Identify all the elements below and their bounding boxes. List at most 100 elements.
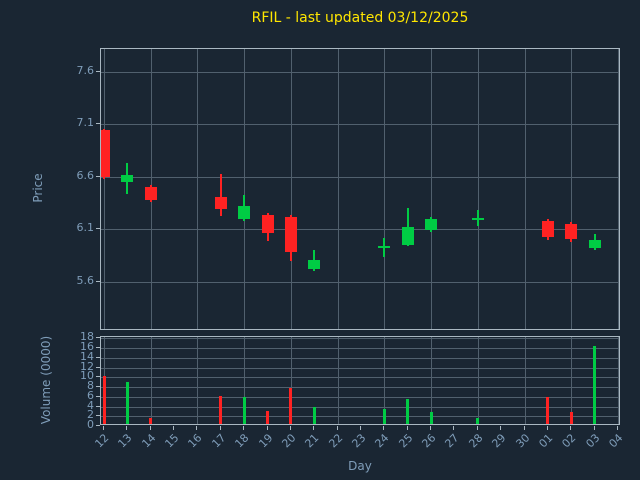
price-gridline-h: [101, 72, 619, 74]
price-gridline-v: [384, 49, 386, 329]
price-gridline-v: [618, 49, 619, 329]
volume-bar-20: [289, 388, 293, 424]
volume-bar-25: [406, 398, 410, 424]
volume-tickmark: [96, 405, 100, 407]
candle-body-28: [471, 217, 484, 220]
volume-tick-label: 16: [80, 340, 94, 354]
price-tick-label: 6.6: [76, 168, 95, 182]
candle-body-20: [284, 216, 297, 253]
price-gridline-h: [101, 124, 619, 126]
volume-gridline-h: [101, 416, 619, 418]
price-gridline-h: [101, 281, 619, 283]
volume-gridline-h: [101, 357, 619, 359]
volume-tick-label: 14: [80, 349, 94, 363]
volume-tick-label: 0: [87, 418, 94, 431]
price-gridline-h: [101, 176, 619, 178]
volume-axes: [100, 336, 620, 425]
volume-tick-label: 4: [87, 398, 94, 412]
volume-tick-label: 6: [87, 388, 94, 402]
volume-bar-13: [125, 382, 129, 424]
x-tickmark: [196, 426, 198, 430]
x-tickmark: [430, 426, 432, 430]
price-tickmark: [96, 175, 100, 177]
volume-bar-26: [429, 411, 433, 424]
price-gridline-v: [477, 49, 479, 329]
volume-gridline-v: [384, 337, 386, 424]
x-tickmark: [617, 426, 618, 430]
x-tickmark: [149, 426, 151, 430]
volume-bar-14: [149, 418, 153, 424]
candle-body-03: [588, 239, 601, 249]
price-gridline-v: [104, 49, 105, 329]
volume-tickmark: [96, 337, 100, 339]
chart-title: RFIL - last updated 03/12/2025: [251, 10, 469, 26]
candle-body-21: [308, 259, 321, 270]
x-tickmark: [266, 426, 268, 430]
volume-gridline-v: [571, 337, 573, 424]
volume-bar-21: [312, 407, 316, 424]
volume-gridline-v: [197, 337, 199, 424]
volume-gridline-v: [477, 337, 479, 424]
x-tickmark: [593, 426, 595, 430]
volume-gridline-v: [524, 337, 526, 424]
x-tickmark: [523, 426, 525, 430]
volume-bar-01: [546, 396, 550, 424]
price-gridline-v: [571, 49, 573, 329]
price-axis-label: Price: [31, 173, 45, 203]
price-gridline-v: [290, 49, 292, 329]
x-axis-label: Day: [348, 459, 372, 473]
price-gridline-h: [101, 229, 619, 231]
candle-body-01: [541, 220, 554, 237]
volume-bar-02: [569, 411, 573, 424]
x-tickmark: [336, 426, 338, 430]
candle-body-14: [144, 187, 157, 200]
x-tickmark: [500, 426, 502, 430]
price-tickmark: [96, 228, 100, 230]
price-tickmark: [96, 71, 100, 73]
volume-gridline-v: [290, 337, 292, 424]
volume-gridline-h: [101, 367, 619, 369]
volume-bar-03: [593, 346, 597, 424]
volume-gridline-h: [101, 338, 619, 340]
price-tickmark: [96, 123, 100, 125]
volume-tickmark: [96, 347, 100, 349]
volume-bar-18: [242, 396, 246, 424]
candle-body-19: [261, 214, 274, 234]
price-gridline-v: [337, 49, 339, 329]
volume-gridline-v: [431, 337, 433, 424]
volume-tickmark: [96, 366, 100, 368]
x-tickmark: [126, 426, 128, 430]
x-tickmark: [313, 426, 315, 430]
candle-body-02: [565, 224, 578, 239]
volume-gridline-h: [101, 348, 619, 350]
volume-tick-label: 18: [80, 330, 94, 344]
candle-body-18: [238, 206, 251, 219]
volume-tickmark: [96, 415, 100, 417]
price-tick-label: 7.6: [76, 64, 95, 78]
volume-tickmark: [96, 386, 100, 388]
x-tickmark: [383, 426, 385, 430]
volume-gridline-h: [101, 396, 619, 398]
price-gridline-v: [524, 49, 526, 329]
price-tick-label: 6.1: [76, 221, 95, 235]
x-tickmark: [570, 426, 572, 430]
volume-gridline-v: [337, 337, 339, 424]
volume-tick-label: 12: [80, 359, 94, 373]
candle-body-25: [401, 227, 414, 246]
volume-gridline-h: [101, 406, 619, 408]
volume-tick-label: 8: [87, 379, 94, 393]
volume-bar-17: [219, 395, 223, 424]
x-tickmark: [360, 426, 361, 430]
price-gridline-v: [431, 49, 433, 329]
x-tickmark: [173, 426, 175, 430]
volume-bar-12: [102, 375, 106, 424]
candle-body-24: [378, 246, 391, 249]
candle-body-12: [101, 129, 110, 177]
x-tickmark: [289, 426, 291, 430]
x-tickmark: [406, 426, 408, 430]
volume-gridline-v: [618, 337, 619, 424]
volume-gridline-v: [150, 337, 152, 424]
volume-gridline-h: [101, 387, 619, 389]
volume-tick-label: 2: [87, 408, 94, 422]
